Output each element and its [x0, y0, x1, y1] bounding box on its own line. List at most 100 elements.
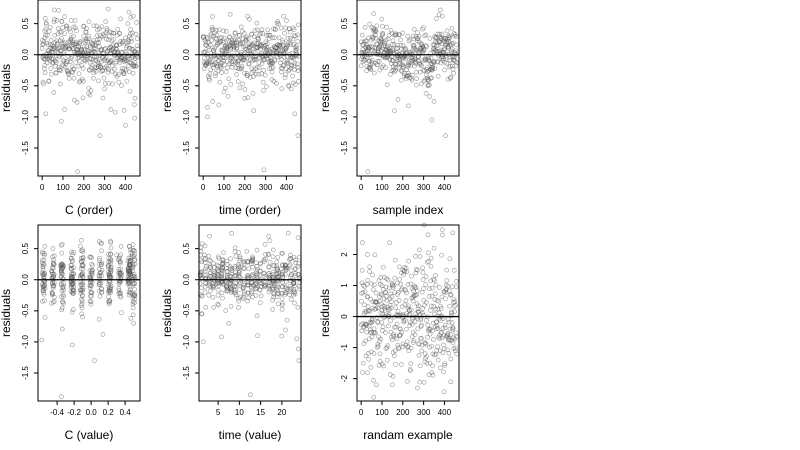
data-point	[236, 250, 241, 255]
y-tick-label: 0.5	[182, 18, 191, 30]
data-point	[454, 42, 459, 48]
data-point	[432, 66, 438, 71]
y-axis-title: residuals	[0, 64, 13, 112]
data-point	[441, 342, 446, 348]
data-point	[212, 73, 218, 79]
data-point	[408, 345, 414, 351]
data-point	[79, 238, 84, 243]
data-point	[295, 346, 301, 352]
data-point	[96, 261, 102, 267]
data-point	[418, 336, 423, 342]
x-axis-title: randam example	[363, 428, 453, 442]
data-point	[421, 297, 427, 303]
data-point	[283, 25, 288, 31]
data-point	[237, 256, 243, 261]
data-point	[384, 357, 390, 363]
data-point	[102, 65, 108, 71]
data-point	[109, 63, 115, 69]
data-point	[134, 20, 139, 25]
data-point	[94, 37, 100, 43]
data-point	[281, 13, 286, 19]
data-point	[380, 264, 386, 270]
data-point	[243, 43, 248, 49]
data-point	[236, 295, 241, 301]
data-point	[410, 33, 416, 39]
data-point	[390, 382, 395, 388]
x-tick-label: 300	[98, 183, 112, 192]
data-point	[375, 305, 380, 310]
data-point	[232, 245, 238, 251]
data-point	[90, 56, 96, 62]
data-point	[53, 70, 59, 76]
data-point	[58, 266, 64, 271]
data-point	[410, 72, 415, 78]
data-point	[279, 86, 285, 91]
data-point	[51, 90, 57, 95]
data-point	[254, 269, 259, 274]
data-point	[270, 247, 276, 253]
data-point	[433, 306, 439, 312]
data-point	[442, 289, 447, 295]
data-point	[113, 71, 118, 77]
data-point	[276, 271, 282, 276]
data-point	[388, 318, 393, 323]
data-point	[218, 39, 223, 44]
data-point	[207, 270, 213, 276]
data-point	[118, 16, 123, 22]
data-point	[59, 250, 65, 256]
data-point	[393, 62, 399, 67]
data-point	[451, 335, 456, 341]
data-point	[80, 314, 85, 320]
data-point	[80, 66, 86, 71]
data-point	[443, 133, 448, 138]
data-point	[216, 27, 222, 33]
x-tick-label: 200	[77, 183, 91, 192]
data-point	[439, 330, 445, 335]
data-point	[279, 296, 285, 302]
data-point	[446, 46, 451, 51]
data-point	[60, 51, 66, 56]
data-point	[51, 253, 57, 259]
data-point	[79, 298, 85, 304]
data-point	[133, 63, 139, 69]
data-point	[129, 265, 135, 271]
data-point	[282, 284, 288, 290]
data-point	[359, 280, 365, 286]
data-point	[104, 28, 110, 33]
data-point	[228, 256, 233, 262]
data-point	[280, 272, 285, 278]
data-point	[433, 273, 438, 278]
data-point	[260, 31, 266, 36]
data-point	[376, 305, 381, 311]
data-point	[390, 282, 395, 288]
data-point	[274, 267, 280, 272]
data-point	[369, 334, 375, 340]
data-point	[388, 334, 394, 340]
data-point	[91, 46, 97, 51]
data-point	[104, 26, 110, 31]
data-point	[199, 241, 205, 247]
data-point	[439, 31, 445, 37]
data-point	[276, 301, 281, 307]
data-point	[58, 68, 64, 73]
data-point	[47, 24, 53, 30]
data-point	[226, 76, 232, 82]
data-point	[61, 50, 67, 55]
data-point	[421, 67, 426, 73]
data-point	[376, 363, 382, 368]
y-tick-label: -2	[340, 375, 349, 383]
y-tick-label: 0.0	[182, 49, 191, 61]
y-tick-label: 0.5	[182, 243, 191, 255]
data-point	[383, 284, 389, 290]
data-point	[79, 305, 85, 311]
x-tick-label: 100	[375, 183, 389, 192]
data-point	[207, 233, 212, 239]
data-point	[377, 67, 383, 73]
panel-6: 0 100 200 300 400 -2 -1 0 1 2 randam example residu…	[318, 222, 460, 442]
data-point	[393, 32, 399, 38]
data-point	[96, 288, 102, 294]
data-point	[371, 11, 377, 17]
data-point	[263, 252, 268, 257]
data-point	[408, 361, 414, 366]
data-point	[393, 65, 399, 70]
